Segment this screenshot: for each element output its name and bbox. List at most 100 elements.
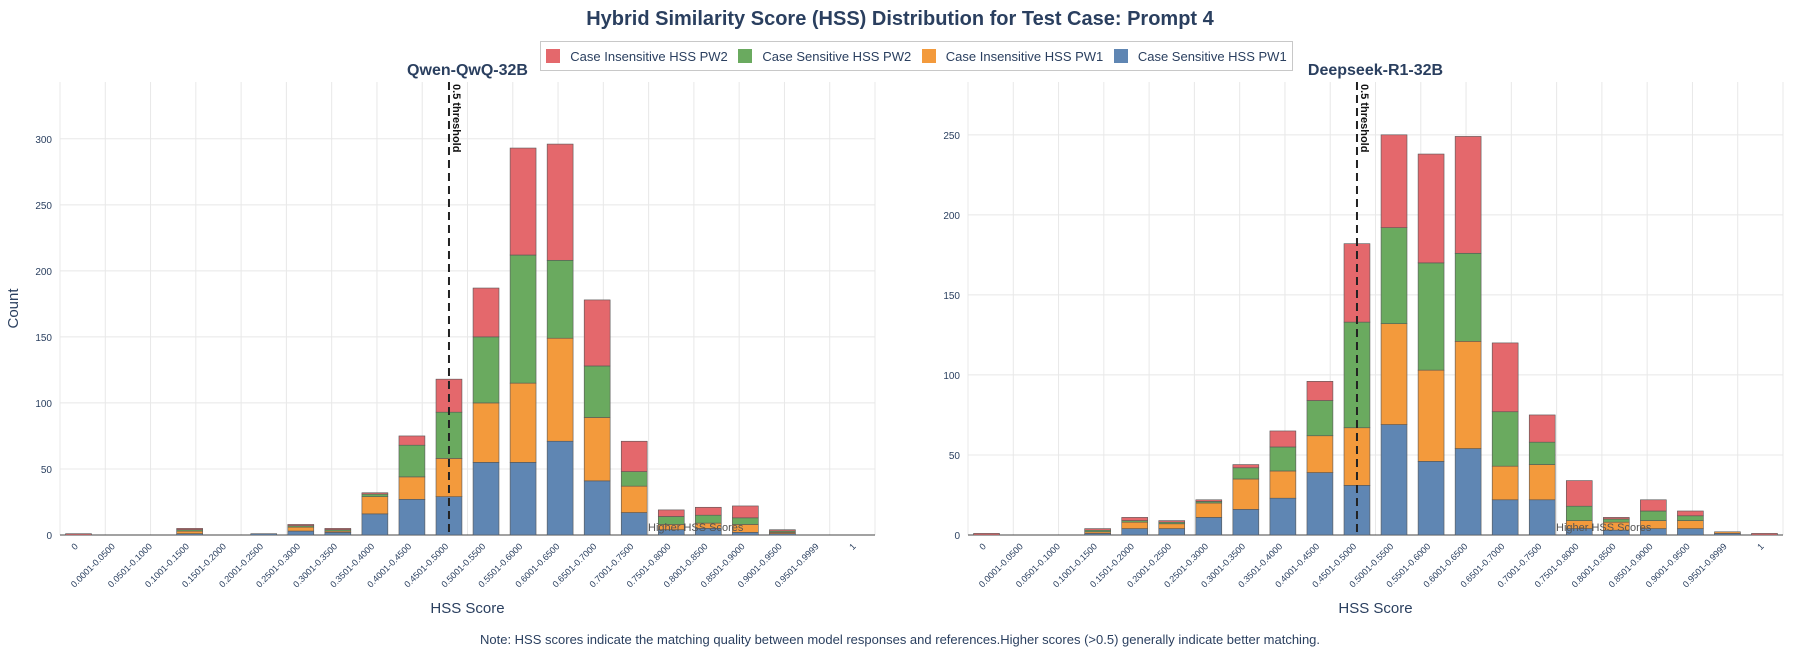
bar-segment [509, 462, 537, 536]
y-tick-label: 200 [943, 211, 960, 222]
legend-item[interactable]: Case Insensitive HSS PW2 [546, 49, 728, 64]
bar-segment [1232, 509, 1260, 536]
bar-segment [1751, 533, 1778, 536]
bar-segment [1195, 517, 1223, 536]
bar-segment [1565, 480, 1593, 507]
legend-label: Case Insensitive HSS PW2 [570, 48, 728, 64]
bar-segment [1417, 153, 1445, 264]
bar-segment [361, 513, 389, 536]
bar-segment [1269, 470, 1297, 499]
bar-segment [1232, 464, 1260, 469]
bar-segment [398, 476, 426, 500]
bar-segment [1121, 521, 1148, 529]
y-tick-label: 100 [35, 399, 52, 410]
bar-segment [1380, 424, 1408, 536]
bar-segment [1121, 517, 1148, 521]
bar-segment [1677, 520, 1704, 529]
bar-segment [1454, 448, 1482, 536]
legend-swatch [738, 49, 753, 63]
bar-segment [1232, 467, 1260, 480]
y-tick-label: 100 [943, 371, 960, 382]
bar-segment [1491, 411, 1519, 467]
bar-segment [287, 526, 315, 532]
bar-segment [973, 533, 1000, 536]
bar-segment [472, 336, 500, 404]
annotation-label: Higher HSS Scores [648, 522, 744, 534]
bar-segment [361, 492, 389, 495]
bar-segment [1714, 531, 1741, 534]
bar-segment [1640, 499, 1667, 512]
bar-segment [65, 533, 92, 536]
x-axis-title: HSS Score [1338, 600, 1412, 617]
bar-segment [287, 524, 315, 527]
bar-segment [1528, 464, 1556, 501]
bar-segment [583, 365, 611, 418]
bar-segment [1158, 523, 1186, 529]
bar-segment [1232, 478, 1260, 510]
bar-segment [324, 532, 352, 536]
bar-segment [1306, 381, 1334, 401]
legend-label: Case Sensitive HSS PW2 [762, 48, 912, 64]
bar-segment [1158, 528, 1186, 536]
subplot-title: Deepseek-R1-32B [1308, 62, 1443, 79]
legend-item[interactable]: Case Sensitive HSS PW1 [1113, 48, 1287, 64]
bar-segment [1491, 342, 1519, 413]
bar-segment [509, 382, 537, 463]
bar-segment [1491, 499, 1519, 536]
bar-segment [1528, 441, 1556, 465]
bar-segment [546, 143, 574, 261]
legend-item[interactable]: Case Sensitive HSS PW2 [738, 49, 911, 64]
bar-segment [1269, 430, 1297, 448]
threshold-label: 0.5 threshold [450, 84, 462, 152]
bar-segment [1084, 528, 1111, 531]
bar-segment [583, 299, 611, 367]
bar-segment [1417, 461, 1445, 536]
bar-segment [1528, 414, 1556, 443]
bar-segment [287, 530, 315, 536]
bar-segment [176, 530, 203, 534]
x-tick-label: 1 [847, 541, 858, 552]
legend-swatch [921, 49, 936, 63]
bar-segment [620, 471, 648, 487]
legend-swatch [1113, 49, 1128, 63]
bar-segment [546, 440, 574, 536]
bar-segment [472, 402, 500, 463]
y-tick-label: 50 [41, 465, 53, 476]
threshold-label: 0.5 threshold [1358, 84, 1370, 152]
x-tick-label: 0 [977, 541, 988, 552]
bar-segment [1417, 369, 1445, 462]
bar-segment [324, 528, 352, 531]
legend: Case Insensitive HSS PW2 Case Sensitive … [540, 41, 1293, 71]
bar-segment [1306, 400, 1334, 437]
legend-label: Case Insensitive HSS PW1 [945, 48, 1104, 64]
bar-segment [361, 493, 389, 497]
bar-segment [1306, 435, 1334, 473]
bar-segment [546, 259, 574, 339]
bar-segment [250, 533, 278, 536]
bar-segment [1454, 136, 1482, 254]
annotation-label: Higher HSS Scores [1556, 522, 1652, 534]
legend-label: Case Sensitive HSS PW1 [1137, 48, 1287, 64]
footnote: Note: HSS scores indicate the matching q… [479, 632, 1321, 647]
x-tick-label: 0 [69, 541, 80, 552]
bar-segment [361, 496, 389, 515]
bar-segment [1121, 528, 1148, 536]
bar-segment [620, 512, 648, 536]
bar-segment [1454, 252, 1482, 342]
bar-segment [1417, 262, 1445, 371]
bar-segment [398, 499, 426, 536]
bar-segment [583, 417, 611, 482]
bar-segment [1158, 520, 1186, 523]
bar-segment [769, 529, 796, 532]
y-axis-title: Count [5, 288, 22, 329]
bar-segment [1454, 341, 1482, 449]
bar-segment [620, 440, 648, 472]
legend-item[interactable]: Case Insensitive HSS PW1 [921, 48, 1104, 64]
y-tick-label: 50 [949, 451, 961, 462]
bar-segment [732, 505, 759, 519]
bar-segment [546, 337, 574, 442]
bar-segment [472, 287, 500, 338]
bar-segment [398, 435, 426, 446]
y-tick-label: 200 [35, 267, 52, 278]
